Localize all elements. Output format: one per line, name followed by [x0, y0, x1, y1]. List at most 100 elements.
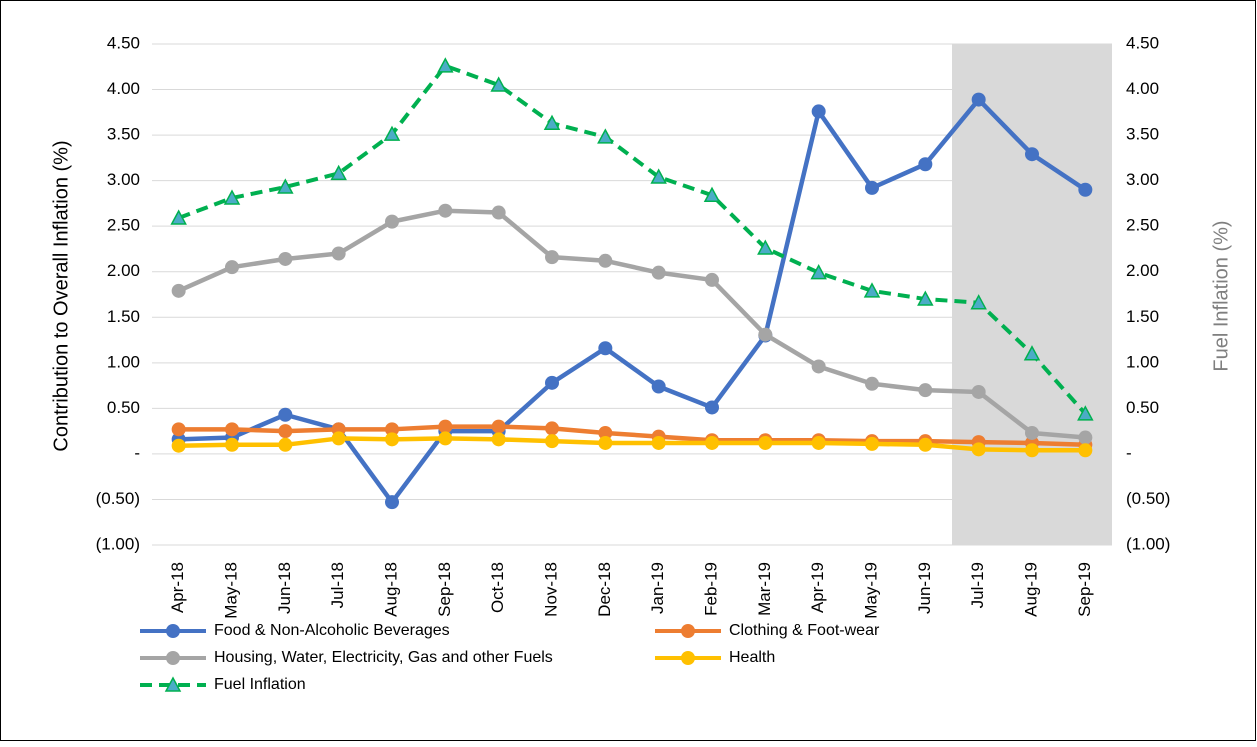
triangle-marker [970, 294, 987, 310]
triangle-marker [543, 114, 561, 130]
x-tick-label: Sep-18 [435, 562, 454, 617]
triangle-marker [490, 76, 507, 92]
y2-axis-title: Fuel Inflation (%) [1210, 220, 1232, 371]
point [545, 250, 559, 265]
point [491, 419, 506, 434]
y2-tick-label: 2.50 [1126, 216, 1159, 235]
point [278, 407, 293, 422]
x-tick-label: Aug-19 [1021, 562, 1040, 617]
point [385, 422, 399, 437]
legend-label: Housing, Water, Electricity, Gas and oth… [214, 649, 553, 666]
triangle-marker [863, 282, 881, 298]
series-line [178, 424, 1086, 448]
y2-tick-label: - [1126, 443, 1132, 462]
y2-tick-label: 4.50 [1126, 33, 1159, 52]
point [171, 283, 186, 298]
y2-tick-label: 1.50 [1126, 307, 1159, 326]
y-tick-label: 4.50 [107, 33, 140, 52]
series-line [178, 436, 1086, 453]
point [1025, 425, 1039, 440]
y-tick-label: 0.50 [107, 398, 140, 417]
triangle-marker [650, 168, 667, 184]
y-tick-label: (0.50) [96, 489, 140, 508]
point [385, 214, 399, 229]
y2-tick-label: (1.00) [1126, 534, 1170, 553]
x-tick-label: Jun-19 [915, 562, 934, 614]
point [598, 435, 613, 450]
x-tick-label: Oct-18 [488, 562, 507, 613]
point [438, 419, 453, 434]
y-tick-label: 3.00 [107, 170, 140, 189]
point [438, 203, 453, 218]
point [225, 437, 239, 452]
point [971, 92, 986, 107]
y-tick-label: 3.50 [107, 125, 140, 144]
point [545, 375, 559, 390]
point [545, 434, 559, 449]
triangle-marker [597, 128, 614, 144]
point [598, 253, 613, 268]
point [225, 422, 239, 437]
point [705, 435, 719, 450]
x-tick-label: Mar-19 [755, 562, 774, 616]
triangle-marker [1077, 405, 1094, 421]
y2-tick-label: 0.50 [1126, 398, 1159, 417]
series-line [177, 208, 1086, 440]
y-tick-label: 1.50 [107, 307, 140, 326]
point [758, 327, 773, 342]
triangle-marker [170, 209, 187, 225]
y2-tick-label: 3.50 [1126, 125, 1159, 144]
y2-tick-label: 3.00 [1126, 170, 1159, 189]
point [331, 246, 346, 261]
point [811, 359, 826, 374]
point [278, 437, 293, 452]
point [705, 272, 719, 287]
point [865, 436, 879, 451]
point [1078, 430, 1093, 445]
series-line [177, 63, 1087, 416]
point [681, 624, 695, 638]
y-axis-title: Contribution to Overall Inflation (%) [50, 140, 72, 451]
point [385, 432, 399, 447]
point [918, 157, 933, 172]
y2-tick-label: (0.50) [1126, 489, 1170, 508]
x-tick-label: May-19 [861, 562, 880, 619]
y2-tick-label: 1.00 [1126, 352, 1159, 371]
point [278, 251, 293, 266]
series-line [178, 97, 1087, 505]
point [865, 180, 879, 195]
x-tick-label: Jan-19 [648, 562, 667, 614]
point [651, 435, 666, 450]
point [1025, 147, 1039, 162]
point [171, 438, 186, 453]
triangle-marker [810, 264, 827, 280]
y2-tick-label: 2.00 [1126, 261, 1159, 280]
triangle-marker [223, 189, 241, 205]
point [225, 260, 239, 275]
y-tick-label: 2.50 [107, 216, 140, 235]
point [491, 432, 506, 447]
triangle-marker [330, 164, 347, 181]
point [681, 651, 695, 665]
point [166, 651, 180, 665]
point [811, 104, 826, 119]
point [331, 431, 346, 446]
x-tick-label: Jul-18 [328, 562, 347, 608]
triangle-marker [703, 186, 721, 202]
legend-label: Fuel Inflation [214, 676, 306, 693]
x-tick-label: Feb-19 [701, 562, 720, 616]
point [491, 205, 506, 220]
point [971, 384, 986, 399]
legend-label: Clothing & Foot-wear [729, 622, 880, 639]
point [651, 379, 666, 394]
triangle-marker [917, 290, 934, 306]
point [811, 435, 826, 450]
triangle-marker [277, 178, 294, 194]
triangle-marker [757, 239, 774, 255]
point [1025, 443, 1039, 458]
point [385, 495, 399, 510]
triangle-marker [1023, 345, 1041, 361]
shaded-region [952, 44, 1112, 545]
point [438, 431, 453, 446]
